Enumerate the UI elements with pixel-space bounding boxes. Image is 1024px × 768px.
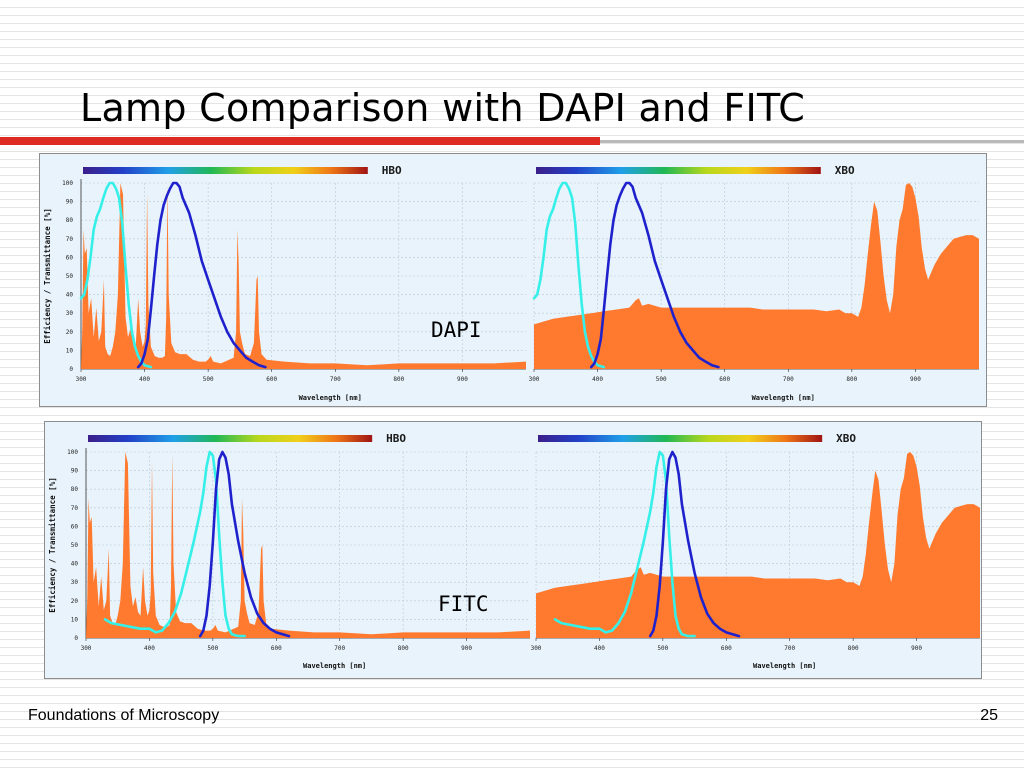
y-tick-label: 60	[66, 254, 74, 261]
hbo-lamp-label: HBO	[386, 432, 406, 445]
y-tick-label: 50	[66, 273, 74, 280]
y-tick-label: 80	[66, 217, 74, 224]
spectrum-color-bar	[88, 435, 373, 442]
xbo-lamp-spectrum-area	[536, 452, 980, 638]
y-tick-label: 40	[71, 561, 79, 568]
y-tick-label: 90	[66, 199, 74, 206]
y-tick-label: 50	[71, 542, 79, 549]
y-tick-label: 10	[66, 347, 74, 354]
y-tick-label: 100	[62, 180, 73, 187]
plot-background	[45, 422, 981, 678]
spectrum-color-bar	[83, 167, 368, 174]
x-tick-label: 800	[848, 645, 859, 652]
x-tick-label: 400	[139, 376, 150, 383]
hbo-lamp-label: HBO	[382, 164, 402, 177]
x-axis-title: Wavelength [nm]	[303, 662, 366, 670]
dapi-lamp-comparison-chart: Efficiency / Transmittance [%] 0 10 20 30 40 5…	[39, 153, 987, 407]
fitc-chart-svg: Efficiency / Transmittance [%] 0 10 20 30 40 5…	[45, 422, 981, 678]
y-tick-label: 0	[74, 635, 78, 642]
x-tick-label: 300	[529, 376, 540, 383]
slide-page-number: 25	[980, 707, 998, 724]
x-tick-label: 700	[334, 645, 345, 652]
fitc-excitation-curve	[103, 450, 246, 638]
dapi-excitation-curve	[532, 181, 606, 369]
fitc-dye-label: FITC	[438, 592, 489, 616]
hbo-lamp-spectrum-area	[86, 452, 530, 638]
x-tick-label: 700	[784, 645, 795, 652]
fitc-excitation-curve	[553, 450, 696, 638]
x-tick-label: 600	[271, 645, 282, 652]
title-underline-accent	[0, 137, 600, 145]
dapi-emission-curve	[136, 181, 267, 369]
x-tick-label: 300	[531, 645, 542, 652]
dapi-dye-label: DAPI	[431, 318, 482, 342]
y-tick-label: 70	[66, 236, 74, 243]
x-tick-label: 400	[592, 376, 603, 383]
hbo-panel: 300 400 500 600 700 800 900 HBO Wavelength [nm]	[76, 164, 526, 402]
xbo-panel: 300 400 500 600 700 800 900 XBO Wavelength [nm]	[529, 164, 979, 402]
dapi-emission-curve	[589, 181, 720, 369]
x-tick-label: 500	[656, 376, 667, 383]
dapi-chart-svg: Efficiency / Transmittance [%] 0 10 20 30 40 5…	[40, 154, 986, 406]
title-underline-rule	[600, 140, 1024, 143]
spectrum-color-bar	[538, 435, 823, 442]
x-tick-label: 300	[81, 645, 92, 652]
x-tick-label: 400	[594, 645, 605, 652]
x-tick-label: 300	[76, 376, 87, 383]
xbo-lamp-label: XBO	[836, 432, 856, 445]
x-tick-label: 900	[910, 376, 921, 383]
x-tick-label: 500	[207, 645, 218, 652]
y-tick-label: 30	[71, 579, 79, 586]
y-tick-label: 60	[71, 523, 79, 530]
fitc-emission-curve	[648, 450, 741, 638]
x-tick-label: 600	[719, 376, 730, 383]
y-tick-label: 80	[71, 486, 79, 493]
fitc-emission-curve	[198, 450, 291, 638]
y-tick-label: 0	[69, 366, 73, 373]
y-axis-title: Efficiency / Transmittance [%]	[43, 208, 52, 343]
x-tick-label: 500	[203, 376, 214, 383]
x-tick-label: 900	[457, 376, 468, 383]
x-axis-title: Wavelength [nm]	[299, 394, 362, 402]
fitc-lamp-comparison-chart: Efficiency / Transmittance [%] 0 10 20 30 40 5…	[44, 421, 982, 679]
hbo-lamp-spectrum-area	[81, 183, 526, 369]
x-tick-label: 500	[657, 645, 668, 652]
y-tick-label: 10	[71, 616, 79, 623]
x-tick-label: 600	[266, 376, 277, 383]
spectrum-color-bar	[536, 167, 821, 174]
y-tick-label: 70	[71, 505, 79, 512]
x-tick-label: 800	[846, 376, 857, 383]
x-tick-label: 400	[144, 645, 155, 652]
x-tick-label: 800	[393, 376, 404, 383]
x-tick-label: 700	[330, 376, 341, 383]
y-tick-label: 100	[67, 449, 78, 456]
footer-course-title: Foundations of Microscopy	[28, 707, 220, 724]
x-axis-title: Wavelength [nm]	[753, 662, 816, 670]
x-tick-label: 800	[398, 645, 409, 652]
slide-title: Lamp Comparison with DAPI and FITC	[80, 86, 806, 130]
y-tick-label: 20	[71, 598, 79, 605]
hbo-panel: 300 400 500 600 700 800 900 HBO Wavelength [nm]	[81, 432, 530, 670]
x-tick-label: 900	[461, 645, 472, 652]
y-tick-label: 20	[66, 329, 74, 336]
x-tick-label: 900	[911, 645, 922, 652]
x-tick-label: 700	[783, 376, 794, 383]
x-tick-label: 600	[721, 645, 732, 652]
xbo-lamp-label: XBO	[835, 164, 855, 177]
y-tick-label: 40	[66, 292, 74, 299]
xbo-panel: 300 400 500 600 700 800 900 XBO Wavelength [nm]	[531, 432, 980, 670]
y-tick-label: 90	[71, 468, 79, 475]
x-axis-title: Wavelength [nm]	[752, 394, 815, 402]
xbo-lamp-spectrum-area	[534, 183, 979, 369]
dapi-excitation-curve	[79, 181, 153, 369]
y-axis-title: Efficiency / Transmittance [%]	[48, 477, 57, 612]
y-tick-label: 30	[66, 310, 74, 317]
